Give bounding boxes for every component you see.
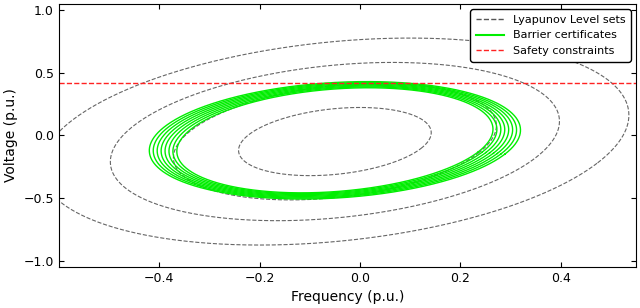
Y-axis label: Voltage (p.u.): Voltage (p.u.) <box>4 88 18 182</box>
Legend: Lyapunov Level sets, Barrier certificates, Safety constraints: Lyapunov Level sets, Barrier certificate… <box>470 9 630 62</box>
X-axis label: Frequency (p.u.): Frequency (p.u.) <box>291 290 404 304</box>
